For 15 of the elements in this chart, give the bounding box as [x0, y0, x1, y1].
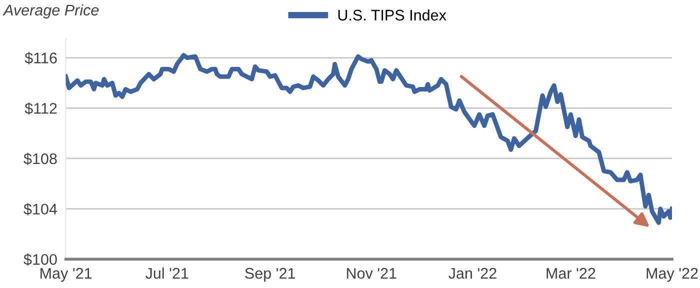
x-tick-label: Nov '21: [346, 268, 396, 279]
y-tick-label: $116: [24, 52, 57, 64]
x-tick-label: Jul '21: [146, 268, 188, 279]
x-tick-label: May '22: [646, 268, 698, 282]
x-tick-label: Sep '21: [245, 268, 296, 282]
line-series: [66, 53, 672, 225]
y-tick-label: $100: [24, 253, 57, 266]
y-tick-label: $104: [24, 203, 58, 216]
y-tick-label: $112: [24, 102, 57, 115]
y-axis-title: Average Price: [2, 4, 99, 19]
y-tick-label: $108: [24, 152, 57, 166]
x-tick-label: Jan '22: [448, 268, 496, 279]
legend-label: U.S. TIPS Index: [338, 9, 446, 21]
x-tick-label: May '21: [40, 268, 92, 282]
x-tick-label: Mar '22: [546, 268, 596, 279]
